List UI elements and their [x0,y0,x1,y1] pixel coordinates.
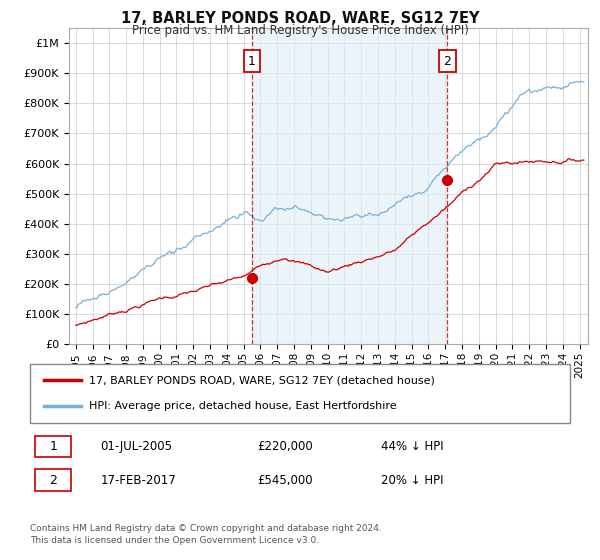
Text: 2: 2 [49,474,57,487]
Text: 1: 1 [49,440,57,453]
Text: 17-FEB-2017: 17-FEB-2017 [100,474,176,487]
Text: 44% ↓ HPI: 44% ↓ HPI [381,440,443,453]
Text: 2: 2 [443,55,451,68]
FancyBboxPatch shape [35,436,71,458]
Text: 17, BARLEY PONDS ROAD, WARE, SG12 7EY (detached house): 17, BARLEY PONDS ROAD, WARE, SG12 7EY (d… [89,375,435,385]
Text: 01-JUL-2005: 01-JUL-2005 [100,440,172,453]
Text: £220,000: £220,000 [257,440,313,453]
FancyBboxPatch shape [30,364,570,423]
Text: HPI: Average price, detached house, East Hertfordshire: HPI: Average price, detached house, East… [89,402,397,412]
Text: 17, BARLEY PONDS ROAD, WARE, SG12 7EY: 17, BARLEY PONDS ROAD, WARE, SG12 7EY [121,11,479,26]
Text: 20% ↓ HPI: 20% ↓ HPI [381,474,443,487]
Text: £545,000: £545,000 [257,474,313,487]
Text: Price paid vs. HM Land Registry's House Price Index (HPI): Price paid vs. HM Land Registry's House … [131,24,469,36]
Text: 1: 1 [248,55,256,68]
Bar [252,28,447,344]
Text: Contains HM Land Registry data © Crown copyright and database right 2024.
This d: Contains HM Land Registry data © Crown c… [30,524,382,545]
FancyBboxPatch shape [35,469,71,491]
